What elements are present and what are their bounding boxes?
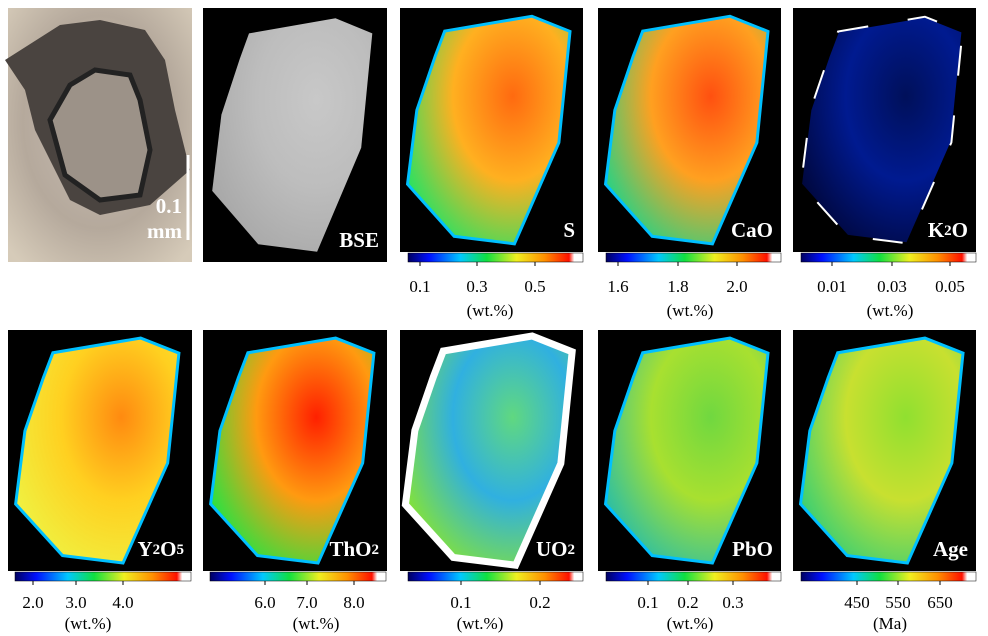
element-map: UO2 [400,330,583,571]
colorbar [606,253,781,262]
colorbar-tick-label: 0.03 [877,277,907,296]
colorbar-unit: (wt.%) [457,614,504,633]
colorbar-tick-label: 0.1 [450,593,471,612]
colorbar-tick-label: 1.8 [667,277,688,296]
element-map: K2O [793,8,976,252]
element-map: S [400,8,583,252]
colorbar-tick-label: 550 [885,593,911,612]
colorbar-unit: (wt.%) [667,614,714,633]
colorbar-tick-label: 0.2 [529,593,550,612]
colorbar [15,572,191,581]
element-map: ThO2 [203,330,387,571]
colorbar-tick-label: 450 [844,593,870,612]
colorbar-unit: (wt.%) [65,614,112,633]
colorbar [801,572,976,581]
colorbar-tick-label: 7.0 [296,593,317,612]
colorbar-tick-label: 1.6 [607,277,628,296]
colorbar-tick-label: 2.0 [22,593,43,612]
colorbar [801,253,976,262]
element-map: Age [793,330,976,571]
element-map: CaO [598,8,781,252]
colorbar-unit: (Ma) [873,614,907,633]
colorbar-tick-label: 0.2 [677,593,698,612]
colorbar-tick-label: 0.01 [817,277,847,296]
scale-unit: mm [147,219,182,243]
colorbar-unit: (wt.%) [293,614,340,633]
photomicrograph: 0.1 mm [5,8,192,262]
map-label: BSE [339,228,379,252]
map-label: S [563,218,575,242]
colorbar-tick-label: 0.05 [935,277,965,296]
element-map: Y2O5 [8,330,192,571]
scale-value: 0.1 [156,194,182,218]
colorbar [408,253,583,262]
colorbar-tick-label: 0.3 [722,593,743,612]
element-map: BSE [203,8,387,262]
figure: 0.1 mm BSE S 0.1 0.3 0.5 (wt.%) CaO 1.6 1.8 2.0 (w… [0,0,988,636]
map-label: Age [933,537,968,561]
colorbar-tick-label: 0.5 [524,277,545,296]
colorbar-tick-label: 6.0 [254,593,275,612]
map-label: PbO [732,537,773,561]
colorbar-tick-label: 3.0 [65,593,86,612]
map-label: CaO [731,218,773,242]
colorbar-unit: (wt.%) [867,301,914,320]
colorbar-tick-label: 2.0 [726,277,747,296]
colorbar-tick-label: 0.1 [637,593,658,612]
element-map: PbO [598,330,781,571]
colorbar-tick-label: 8.0 [343,593,364,612]
colorbar-tick-label: 4.0 [112,593,133,612]
colorbar [408,572,583,581]
colorbar [210,572,386,581]
colorbar-tick-label: 0.3 [466,277,487,296]
colorbar [606,572,781,581]
colorbar-tick-label: 0.1 [409,277,430,296]
colorbar-unit: (wt.%) [467,301,514,320]
colorbar-unit: (wt.%) [667,301,714,320]
colorbar-tick-label: 650 [927,593,953,612]
